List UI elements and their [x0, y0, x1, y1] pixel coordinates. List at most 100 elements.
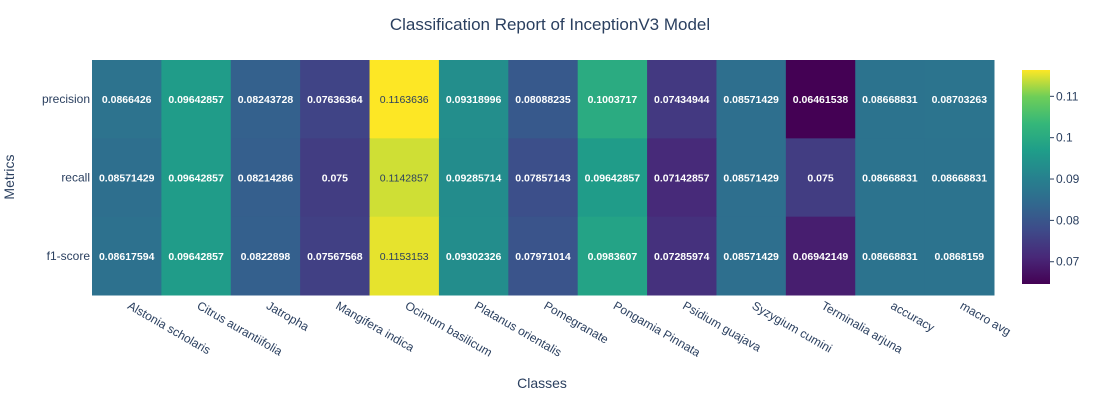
colorbar-tick-label: 0.1 [1056, 131, 1073, 145]
cell-value-label: 0.07857143 [515, 173, 571, 185]
cell-value-label: 0.07636364 [307, 94, 363, 106]
y-tick-label: recall [61, 171, 90, 185]
heatmap-cell [924, 138, 995, 218]
heatmap-cell [92, 60, 162, 139]
cell-value-label: 0.08214286 [238, 173, 294, 185]
cell-value-label: 0.0868159 [934, 251, 984, 263]
heatmap-cell [438, 138, 509, 218]
cell-value-label: 0.09318996 [446, 94, 502, 106]
heatmap-cell [647, 138, 717, 218]
heatmap-cell [855, 216, 926, 296]
cell-value-label: 0.1163636 [380, 94, 429, 106]
heatmap-cell [716, 138, 787, 218]
cell-value-label: 0.07971014 [515, 251, 571, 263]
heatmap-cell [300, 216, 371, 296]
cell-value-label: 0.0866426 [102, 94, 152, 106]
heatmap-cell [508, 60, 579, 139]
heatmap-cell [855, 60, 926, 139]
colorbar-tick-label: 0.11 [1056, 89, 1079, 103]
cell-value-label: 0.06942149 [793, 251, 849, 263]
cell-value-label: 0.08668831 [862, 94, 918, 106]
cell-value-label: 0.07434944 [654, 94, 710, 106]
cell-value-label: 0.08571429 [723, 94, 779, 106]
cell-value-label: 0.09642857 [168, 94, 224, 106]
heatmap-cell [785, 138, 856, 218]
heatmap-cell [647, 60, 717, 139]
cell-value-label: 0.08571429 [723, 173, 779, 185]
colorbar-tick-label: 0.08 [1056, 213, 1080, 227]
chart-title: Classification Report of InceptionV3 Mod… [390, 15, 710, 34]
cell-value-label: 0.09642857 [585, 173, 641, 185]
x-tick-label: macro avg [958, 298, 1014, 338]
heatmap-cell [577, 138, 648, 218]
cell-value-label: 0.07285974 [654, 251, 710, 263]
heatmap-cell [369, 138, 440, 218]
heatmap-cell [92, 216, 162, 296]
heatmap-cell [508, 138, 579, 218]
cell-value-label: 0.09302326 [446, 251, 502, 263]
cell-value-label: 0.1003717 [588, 94, 638, 106]
y-axis-ticks: precision recall f1-score [42, 92, 90, 263]
y-axis-title: Metrics [1, 154, 17, 199]
cell-value-label: 0.08703263 [932, 94, 988, 106]
colorbar-tick-label: 0.07 [1056, 255, 1080, 269]
cell-value-label: 0.08243728 [238, 94, 294, 106]
heatmap-cell [577, 216, 648, 296]
cell-value-label: 0.09642857 [168, 173, 224, 185]
cell-value-label: 0.09642857 [168, 251, 224, 263]
heatmap-cell [161, 60, 232, 139]
heatmap-cell [438, 60, 509, 139]
heatmap-cell [161, 216, 232, 296]
heatmap-cells [92, 60, 995, 296]
cell-value-label: 0.08088235 [515, 94, 571, 106]
x-tick-label: Jatropha [264, 298, 312, 334]
heatmap-cell [716, 60, 787, 139]
cell-value-label: 0.07142857 [654, 173, 710, 185]
cell-value-label: 0.1153153 [380, 251, 429, 263]
y-tick-label: f1-score [47, 249, 91, 263]
cell-value-label: 0.08668831 [862, 173, 918, 185]
colorbar-tick-label: 0.09 [1056, 172, 1080, 186]
y-tick-label: precision [42, 92, 90, 106]
heatmap-cell [161, 138, 232, 218]
cell-value-label: 0.08668831 [862, 251, 918, 263]
heatmap-cell [230, 60, 301, 139]
x-axis-title: Classes [517, 375, 567, 391]
heatmap-cell [924, 60, 995, 139]
cell-value-label: 0.08571429 [723, 251, 779, 263]
colorbar-gradient [1022, 70, 1050, 284]
heatmap-cell [785, 216, 856, 296]
cell-value-label: 0.06461538 [793, 94, 849, 106]
x-tick-label: accuracy [888, 298, 937, 334]
heatmap-cell [508, 216, 579, 296]
cell-value-label: 0.08571429 [99, 173, 155, 185]
heatmap-cell [300, 60, 371, 139]
heatmap-cell [577, 60, 648, 139]
heatmap-cell-labels: 0.0866426 0.09642857 0.08243728 0.07636364 0… [99, 94, 987, 263]
cell-value-label: 0.1142857 [380, 173, 429, 185]
heatmap-cell [647, 216, 717, 296]
cell-value-label: 0.075 [807, 173, 833, 185]
heatmap-cell [785, 60, 856, 139]
cell-value-label: 0.0983607 [588, 251, 638, 263]
heatmap-cell [924, 216, 995, 296]
heatmap-cell [300, 138, 371, 218]
heatmap-cell [855, 138, 926, 218]
cell-value-label: 0.0822898 [241, 251, 291, 263]
cell-value-label: 0.09285714 [446, 173, 502, 185]
cell-value-label: 0.075 [322, 173, 348, 185]
cell-value-label: 0.08617594 [99, 251, 155, 263]
colorbar: 0.07 0.08 0.09 0.1 0.11 [1022, 70, 1080, 284]
heatmap-cell [92, 138, 162, 218]
heatmap-cell [230, 138, 301, 218]
heatmap-cell [369, 60, 440, 139]
heatmap-cell [438, 216, 509, 296]
cell-value-label: 0.08668831 [932, 173, 988, 185]
cell-value-label: 0.07567568 [307, 251, 363, 263]
heatmap-cell [369, 216, 440, 296]
heatmap-cell [230, 216, 301, 296]
heatmap-cell [716, 216, 787, 296]
